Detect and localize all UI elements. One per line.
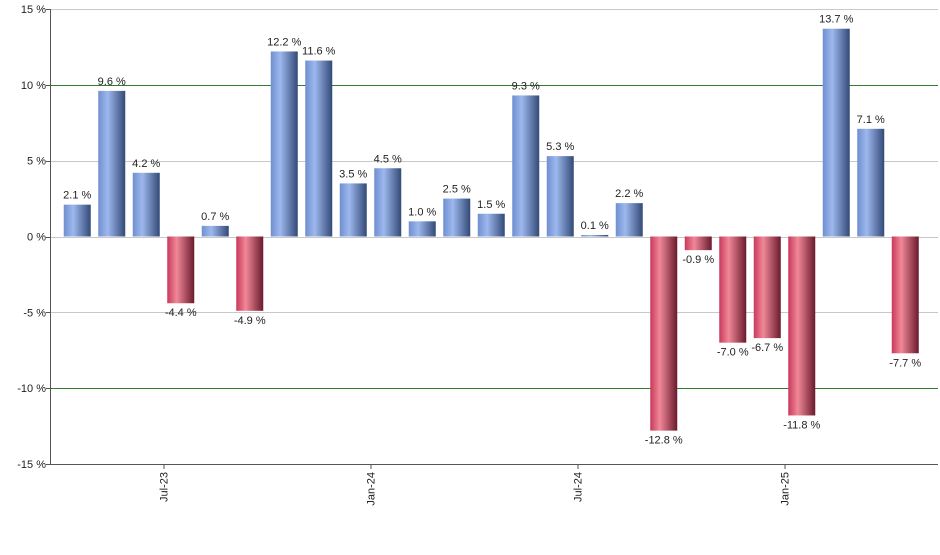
bars <box>63 28 919 431</box>
bar-value-label: -6.7 % <box>751 342 783 354</box>
bar-value-label: 5.3 % <box>546 141 574 153</box>
bar-value-label: 1.5 % <box>477 199 505 211</box>
bar-positive <box>615 203 643 237</box>
axes: 15 % 10 % 5 % 0 % -5 % -10 % -15 % Jul-23 Jan-24… <box>17 4 938 506</box>
bar-positive <box>201 225 229 237</box>
bar-positive <box>408 221 436 237</box>
x-tick-label: Jan-25 <box>780 472 792 506</box>
bar-value-label: -7.7 % <box>889 357 921 369</box>
bar-value-label: 0.1 % <box>581 220 609 232</box>
value-labels: 2.1 % 9.6 % 4.2 % -4.4 % 0.7 % -4.9 % 12.2 %11… <box>63 14 921 447</box>
bar-negative <box>753 236 781 339</box>
bar-value-label: 4.2 % <box>132 158 160 170</box>
bar-value-label: 9.3 % <box>512 80 540 92</box>
bar-negative <box>719 236 747 343</box>
bar-value-label: 3.5 % <box>339 168 367 180</box>
y-tick-label: -10 % <box>17 383 46 395</box>
y-tick-label: 5 % <box>27 156 46 168</box>
bar-negative <box>684 236 712 251</box>
bar-positive <box>270 51 298 237</box>
bar-negative <box>167 236 195 304</box>
y-tick-label: -5 % <box>23 307 46 319</box>
bar-positive <box>339 183 367 237</box>
bar-negative <box>891 236 919 354</box>
bar-value-label: 1.0 % <box>408 206 436 218</box>
y-tick-label: 15 % <box>21 4 46 16</box>
bar-value-label: 12.2 % <box>267 36 301 48</box>
bar-positive <box>857 128 885 237</box>
bar-positive <box>477 213 505 237</box>
bar-value-label: -4.9 % <box>234 315 266 327</box>
bar-negative <box>650 236 678 431</box>
bar-positive <box>581 234 609 237</box>
bar-value-label: 0.7 % <box>201 211 229 223</box>
bar-value-label: 4.5 % <box>374 153 402 165</box>
y-tick-label: 0 % <box>27 232 46 244</box>
bar-value-label: -4.4 % <box>165 307 197 319</box>
bar-value-label: -12.8 % <box>645 435 683 447</box>
y-tick-label: 10 % <box>21 80 46 92</box>
bar-value-label: 9.6 % <box>98 76 126 88</box>
bar-positive <box>305 60 333 237</box>
bar-negative <box>788 236 816 416</box>
bar-positive <box>63 204 91 237</box>
bar-positive <box>374 168 402 237</box>
bar-value-label: 2.1 % <box>63 190 91 202</box>
bar-positive <box>512 95 540 237</box>
bar-positive <box>98 90 126 237</box>
bar-value-label: -7.0 % <box>717 347 749 359</box>
x-tick-label: Jul-24 <box>573 472 585 502</box>
bar-value-label: 13.7 % <box>819 14 853 26</box>
bar-value-label: 11.6 % <box>302 46 336 58</box>
bar-positive <box>546 156 574 237</box>
x-tick-label: Jul-23 <box>159 472 171 502</box>
bar-value-label: 7.1 % <box>857 114 885 126</box>
bar-value-label: 2.2 % <box>615 188 643 200</box>
y-tick-label: -15 % <box>17 459 46 471</box>
bar-value-label: -0.9 % <box>682 254 714 266</box>
bar-value-label: 2.5 % <box>443 184 471 196</box>
x-tick-label: Jan-24 <box>366 472 378 506</box>
bar-value-label: -11.8 % <box>783 419 820 431</box>
bar-positive <box>132 172 160 237</box>
bar-positive <box>822 28 850 237</box>
bar-positive <box>443 198 471 237</box>
bar-negative <box>236 236 264 311</box>
